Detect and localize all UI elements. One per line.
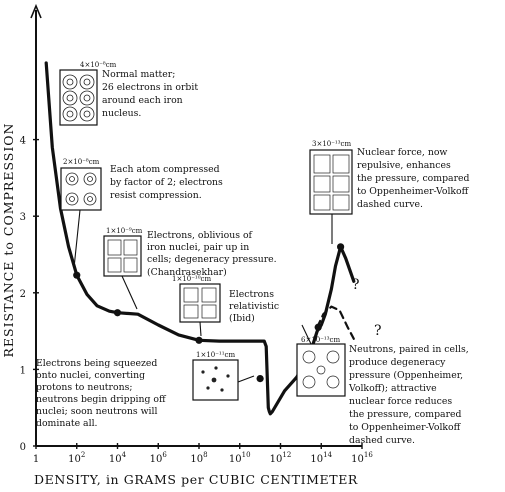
- annotation-7: Neutrons, paired in cells, produce degen…: [348, 344, 469, 446]
- annotation-5-line: onto nuclei, converting: [36, 370, 145, 381]
- annotation-4-line: relativistic: [229, 301, 279, 312]
- marked-points: [73, 243, 345, 383]
- y-axis-arrow: [30, 3, 42, 19]
- question-mark-solid-curve: ?: [352, 277, 360, 293]
- x-tick-label: 1012: [270, 451, 292, 465]
- illustration-box-6: 3×10⁻¹³cm: [309, 140, 353, 215]
- curve-marker-dot: [73, 271, 81, 279]
- annotation-6-line: repulsive, enhances: [357, 160, 451, 171]
- annotation-2-line: resist compression.: [110, 190, 202, 201]
- x-tick-label: 1010: [229, 451, 251, 465]
- annotation-4: Electrons relativistic (Ibid): [229, 289, 279, 324]
- annotation-6-line: dashed curve.: [357, 199, 423, 210]
- x-axis-label: DENSITY, in GRAMS per CUBIC CENTIMETER: [34, 472, 358, 487]
- electron-cells-icon: [107, 239, 138, 273]
- atom-cloud-icon: [62, 74, 95, 122]
- leader-line-4: [237, 375, 255, 383]
- annotation-3-line: cells; degeneracy pressure.: [147, 254, 277, 265]
- illustration-box-4: 1×10⁻¹⁰cm: [172, 275, 221, 323]
- y-tick-label: 4: [20, 136, 26, 147]
- x-tick-labels: 1 102 104 106 108 1010 1012 1014 1016: [33, 443, 373, 465]
- curve-marker-dot: [337, 243, 345, 251]
- annotation-2-line: by factor of 2; electrons: [110, 177, 223, 188]
- resistance-curve: [44, 61, 356, 416]
- x-tick-label: 1016: [351, 451, 373, 465]
- annotation-6: Nuclear force, now repulsive, enhances t…: [357, 147, 470, 210]
- leader-lines: [73, 209, 333, 383]
- curve-marker-dot: [314, 323, 322, 331]
- illustration-box-2: 2×10⁻⁸cm: [60, 158, 102, 211]
- illustration-box-1: 4×10⁻⁸cm: [59, 61, 117, 126]
- scale-label-1: 4×10⁻⁸cm: [80, 61, 117, 69]
- x-tick-label: 108: [190, 451, 207, 465]
- annotation-7-line: Neutrons, paired in cells,: [349, 344, 469, 355]
- y-axis-label: RESISTANCE to COMPRESSION: [1, 123, 16, 358]
- scale-label-6: 3×10⁻¹³cm: [312, 140, 351, 148]
- x-tick-label: 1014: [310, 451, 332, 465]
- annotation-3-line: (Chandrasekhar): [147, 267, 227, 278]
- curve-marker-dot: [195, 336, 203, 344]
- question-mark-dashed-curve: ?: [374, 323, 382, 339]
- scale-label-5: 1×10⁻¹¹cm: [196, 351, 235, 359]
- leader-line-2: [121, 275, 138, 310]
- scale-label-7: 6×10⁻¹³cm: [301, 336, 340, 344]
- annotation-7-line: nuclear force reduces: [349, 396, 452, 407]
- neutron-pairs-icon: [302, 350, 340, 389]
- annotation-7-line: pressure (Oppenheimer,: [349, 370, 463, 381]
- curve-marker-dot: [113, 309, 122, 317]
- annotation-1: Normal matter; 26 electrons in orbit aro…: [102, 69, 198, 119]
- y-tick-label: 1: [20, 365, 26, 376]
- annotation-6-line: the pressure, compared: [357, 173, 470, 184]
- annotation-5-line: protons to neutrons;: [36, 382, 132, 393]
- curves: [44, 61, 356, 416]
- illustration-box-7: 6×10⁻¹³cm: [296, 336, 346, 397]
- annotation-5-line: Electrons being squeezed: [36, 358, 157, 369]
- annotation-7-line: the pressure, compared: [349, 409, 462, 420]
- annotation-1-line: nucleus.: [102, 108, 141, 119]
- annotation-6-line: Nuclear force, now: [357, 147, 447, 158]
- leader-line-1: [73, 209, 81, 269]
- annotation-1-line: Normal matter;: [102, 69, 175, 80]
- annotation-3-line: iron nuclei, pair up in: [147, 242, 249, 253]
- scale-label-2: 2×10⁻⁸cm: [63, 158, 100, 166]
- annotation-5: Electrons being squeezed onto nuclei, co…: [36, 358, 167, 429]
- annotation-7-line: produce degeneracy: [349, 357, 446, 368]
- annotation-4-line: Electrons: [229, 289, 274, 300]
- annotation-5-line: dominate all.: [36, 418, 98, 429]
- annotation-3-line: Electrons, oblivious of: [147, 230, 253, 241]
- annotation-1-line: 26 electrons in orbit: [102, 82, 198, 93]
- illustration-box-3: 1×10⁻⁹cm: [103, 227, 143, 277]
- scale-label-3: 1×10⁻⁹cm: [106, 227, 143, 235]
- annotation-2-line: Each atom compressed: [110, 164, 220, 175]
- annotation-7-line: to Oppenheimer-Volkoff: [349, 422, 462, 433]
- y-tick-label: 3: [20, 212, 26, 223]
- annotation-2: Each atom compressed by factor of 2; ele…: [110, 164, 223, 201]
- x-tick-label: 1: [33, 454, 39, 465]
- scale-label-4: 1×10⁻¹⁰cm: [172, 275, 211, 283]
- annotation-7-line: Volkoff); attractive: [348, 383, 437, 394]
- leader-line-3: [199, 321, 202, 337]
- x-tick-label: 102: [68, 451, 85, 465]
- annotation-3: Electrons, oblivious of iron nuclei, pai…: [147, 230, 277, 278]
- x-tick-label: 106: [150, 451, 168, 465]
- annotation-4-line: (Ibid): [229, 313, 255, 324]
- annotation-1-line: around each iron: [102, 95, 183, 106]
- y-tick-labels: 0 1 2 3 4: [20, 136, 39, 453]
- neutron-drip-icon: [201, 366, 230, 392]
- repulsive-neutrons-icon: [313, 154, 350, 211]
- annotation-5-line: neutrons begin dripping off: [36, 394, 167, 405]
- oppenheimer-volkoff-dashed-curve: [316, 305, 355, 340]
- annotation-5-line: nuclei; soon neutrons will: [36, 406, 157, 417]
- curve-marker-dot: [256, 374, 264, 383]
- illustration-box-5: 1×10⁻¹¹cm: [192, 351, 239, 401]
- y-tick-label: 2: [20, 289, 26, 300]
- leader-line-6: [301, 324, 312, 345]
- x-tick-label: 104: [109, 451, 127, 465]
- annotation-7-line: dashed curve.: [349, 435, 415, 446]
- compressed-atom-icon: [65, 172, 97, 206]
- annotation-6-line: to Oppenheimer-Volkoff: [357, 186, 470, 197]
- y-tick-label: 0: [20, 442, 26, 453]
- relativistic-cells-icon: [183, 287, 217, 319]
